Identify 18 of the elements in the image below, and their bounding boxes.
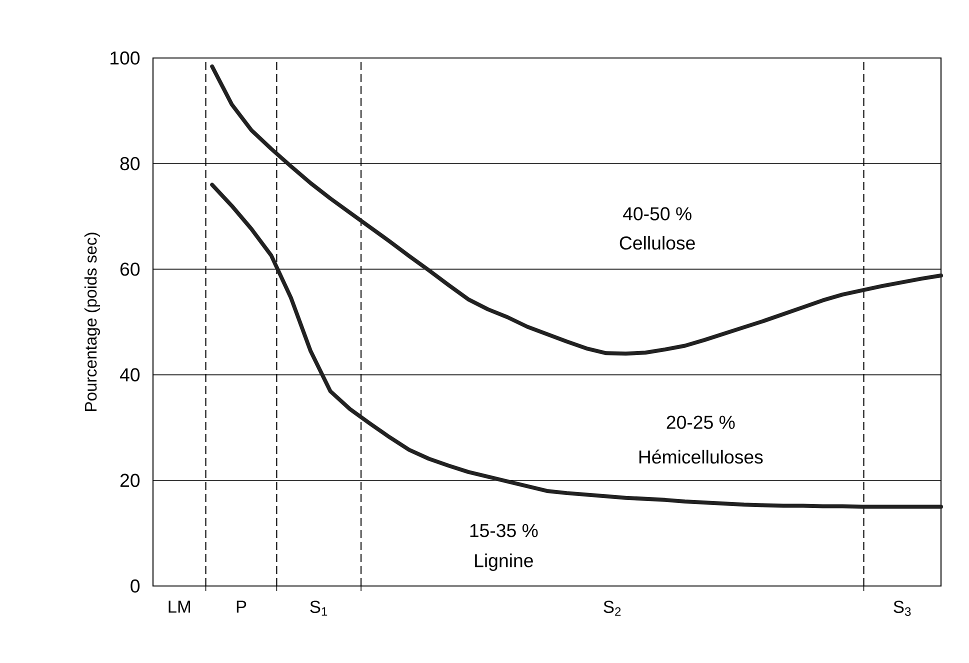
- y-tick-label: 100: [110, 51, 140, 65]
- y-tick-label: 40: [120, 368, 140, 382]
- y-tick-label: 60: [120, 262, 140, 276]
- y-tick-label: 0: [130, 579, 140, 593]
- y-axis-title: Pourcentage (poids sec): [84, 232, 100, 411]
- y-tick-label: 80: [120, 156, 140, 170]
- text: S$_{1}$: [310, 600, 328, 616]
- annotation: Hémicelluloses: [639, 450, 763, 464]
- text: P: [236, 600, 246, 613]
- text: LM: [168, 600, 190, 613]
- text: S$_{2}$: [604, 600, 621, 616]
- annotation: 20-25 %: [666, 416, 735, 429]
- annotation: Cellulose: [620, 236, 695, 250]
- text: S$_{3}$: [894, 600, 911, 616]
- y-tick-label: 20: [120, 474, 140, 488]
- annotation: 40-50 %: [622, 207, 692, 220]
- annotation: 15-35 %: [470, 524, 538, 538]
- annotation: Lignine: [475, 554, 533, 571]
